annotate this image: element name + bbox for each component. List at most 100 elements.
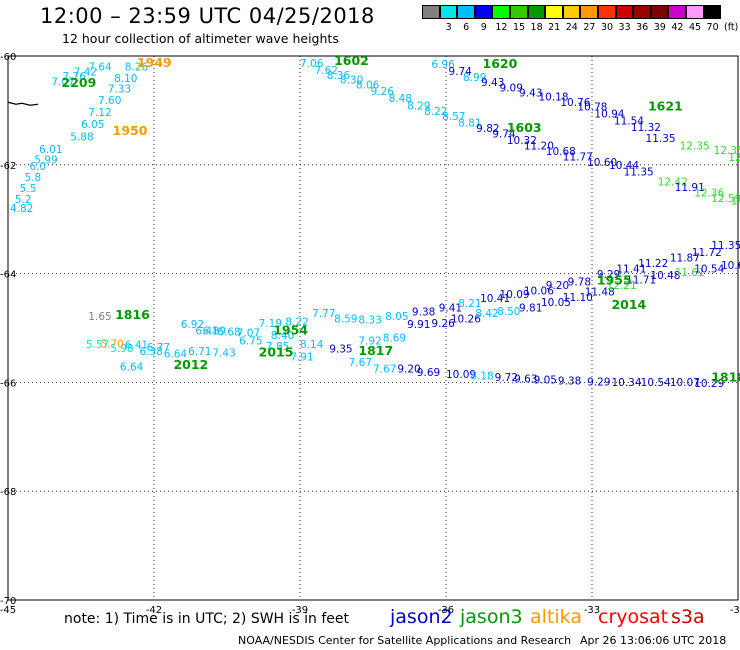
swh-point-label: 11.77 (563, 151, 593, 163)
legend-swatch (598, 5, 616, 19)
swh-point-label: 11.91 (675, 182, 705, 194)
swh-point-label: 7.07 (237, 328, 260, 340)
swh-point-label: 5.8 (25, 172, 42, 184)
swh-point-label: 7.67 (373, 364, 396, 376)
swh-point-label: 6.77 (147, 342, 170, 354)
swh-point-label: 8.36 (327, 70, 351, 82)
swh-point-label: 5.2 (15, 194, 32, 206)
satellite-jason2: jason2 (390, 606, 453, 628)
legend-bin-label: 36 (636, 22, 649, 33)
swh-point-label: 10.09 (446, 369, 476, 381)
swh-point-label: 9.41 (439, 303, 462, 315)
swh-point-label: 10.94 (594, 108, 624, 120)
y-tick-label: -68 (0, 487, 16, 498)
swh-point-label: 8.69 (383, 333, 406, 345)
legend-swatch (474, 5, 493, 19)
x-tick-label: -36 (438, 605, 454, 616)
swh-point-label: 8.50 (497, 306, 520, 318)
swh-point-label: 10.26 (451, 314, 481, 326)
swh-point-label: 9.63 (514, 373, 537, 385)
swh-point-label: 7.62 (315, 65, 338, 77)
legend-swatch (703, 5, 722, 19)
swh-point-label: 11.71 (626, 274, 656, 286)
swh-point-label: 12.35 (680, 141, 710, 153)
swh-point-label: 8.42 (475, 308, 498, 320)
swh-point-label: 8.59 (334, 314, 357, 326)
swh-point-label: 8.33 (358, 315, 381, 327)
swh-point-label: 11.20 (524, 141, 554, 153)
swh-point-label: 7.07 (51, 76, 74, 88)
swh-point-label: 7.60 (98, 95, 121, 107)
legend-bin-label: 6 (463, 22, 470, 33)
legend-bin-label: 12 (495, 22, 508, 33)
swh-point-label: 9.72 (495, 372, 518, 384)
swh-point-label: 11.22 (638, 258, 668, 270)
pass-time-label: 1954 (273, 323, 308, 338)
swh-point-label: 7.42 (74, 67, 97, 79)
swh-point-label: 9.29 (597, 269, 620, 281)
swh-point-label: 7.06 (300, 58, 324, 70)
swh-point-label: 8.40 (271, 330, 294, 342)
x-tick-label: -30 (730, 605, 740, 616)
legend-bin-label: 18 (530, 22, 543, 33)
pass-time-label: 2209 (62, 75, 97, 90)
swh-point-label: 8.10 (114, 73, 137, 85)
legend-bin-label: 24 (565, 22, 578, 33)
legend-swatch (527, 5, 546, 19)
swh-point-label: 9.35 (329, 343, 352, 355)
satellite-jason3: jason3 (460, 606, 523, 628)
swh-point-label: 10.34 (611, 377, 641, 389)
footer-note: note: 1) Time is in UTC; 2) SWH is in fe… (64, 611, 350, 627)
swh-point-label: 11.35 (646, 133, 676, 145)
swh-point-label: 12.35 (728, 152, 740, 164)
swh-point-label: 10.54 (641, 377, 671, 389)
swh-point-label: 8.81 (458, 118, 481, 130)
legend-swatch (633, 5, 651, 19)
swh-point-label: 5.70 (100, 339, 123, 351)
swh-point-label: 8.18 (470, 371, 493, 383)
swh-point-label: 10.06 (524, 285, 554, 297)
swh-point-label: 9.20 (546, 280, 569, 292)
legend-bin-label: 15 (512, 22, 526, 33)
legend-bin-label: 21 (548, 22, 561, 33)
swh-point-label: 8.21 (458, 298, 481, 310)
swh-point-label: 14.26 (731, 196, 740, 208)
legend-bin-label: 27 (583, 22, 596, 33)
legend-bin-label: 39 (653, 22, 666, 33)
x-tick-label: -33 (584, 605, 600, 616)
legend-bin-label: 45 (688, 22, 702, 33)
swh-point-label: 6.71 (188, 346, 211, 358)
swh-point-label: 10.09 (500, 289, 530, 301)
swh-point-label: 5.5 (20, 183, 37, 195)
legend-swatch (562, 5, 581, 19)
pass-time-label: 1603 (507, 120, 542, 135)
pass-time-label: 1949 (137, 55, 172, 70)
swh-point-label: 9.69 (417, 367, 440, 379)
pass-time-label: 1955 (597, 272, 632, 287)
pass-time-label: 1818 (711, 369, 740, 384)
swh-point-label: 9.91 (407, 319, 430, 331)
y-tick-label: -70 (0, 596, 16, 607)
swh-point-label: 12.36 (694, 187, 724, 199)
swh-point-label: 6.41 (125, 340, 148, 352)
pass-time-label: 1620 (483, 56, 518, 71)
swh-point-label: 8.22 (424, 106, 447, 118)
y-tick-label: -64 (0, 270, 16, 281)
swh-point-label: 8.99 (463, 72, 486, 84)
swh-point-label: 9.74 (448, 66, 472, 78)
swh-point-label: 6.01 (39, 144, 62, 156)
swh-point-label: 7.19 (259, 318, 282, 330)
swh-point-label: 8.22 (285, 316, 308, 328)
swh-point-label: 1.65 (88, 311, 111, 323)
swh-point-label: 11.35 (624, 167, 654, 179)
satellite-cryosat: cryosat (598, 606, 669, 628)
legend-bin-label: 9 (480, 22, 487, 33)
swh-point-label: 5.99 (34, 155, 57, 167)
swh-point-label: 9.74 (492, 129, 516, 141)
swh-point-label: 9.29 (587, 377, 610, 389)
swh-point-label: 10.76 (560, 97, 590, 109)
legend-swatch (686, 5, 704, 19)
legend-bin-label: 42 (671, 22, 684, 33)
swh-point-label: 12.42 (658, 176, 688, 188)
pass-time-label: 2014 (611, 297, 646, 312)
